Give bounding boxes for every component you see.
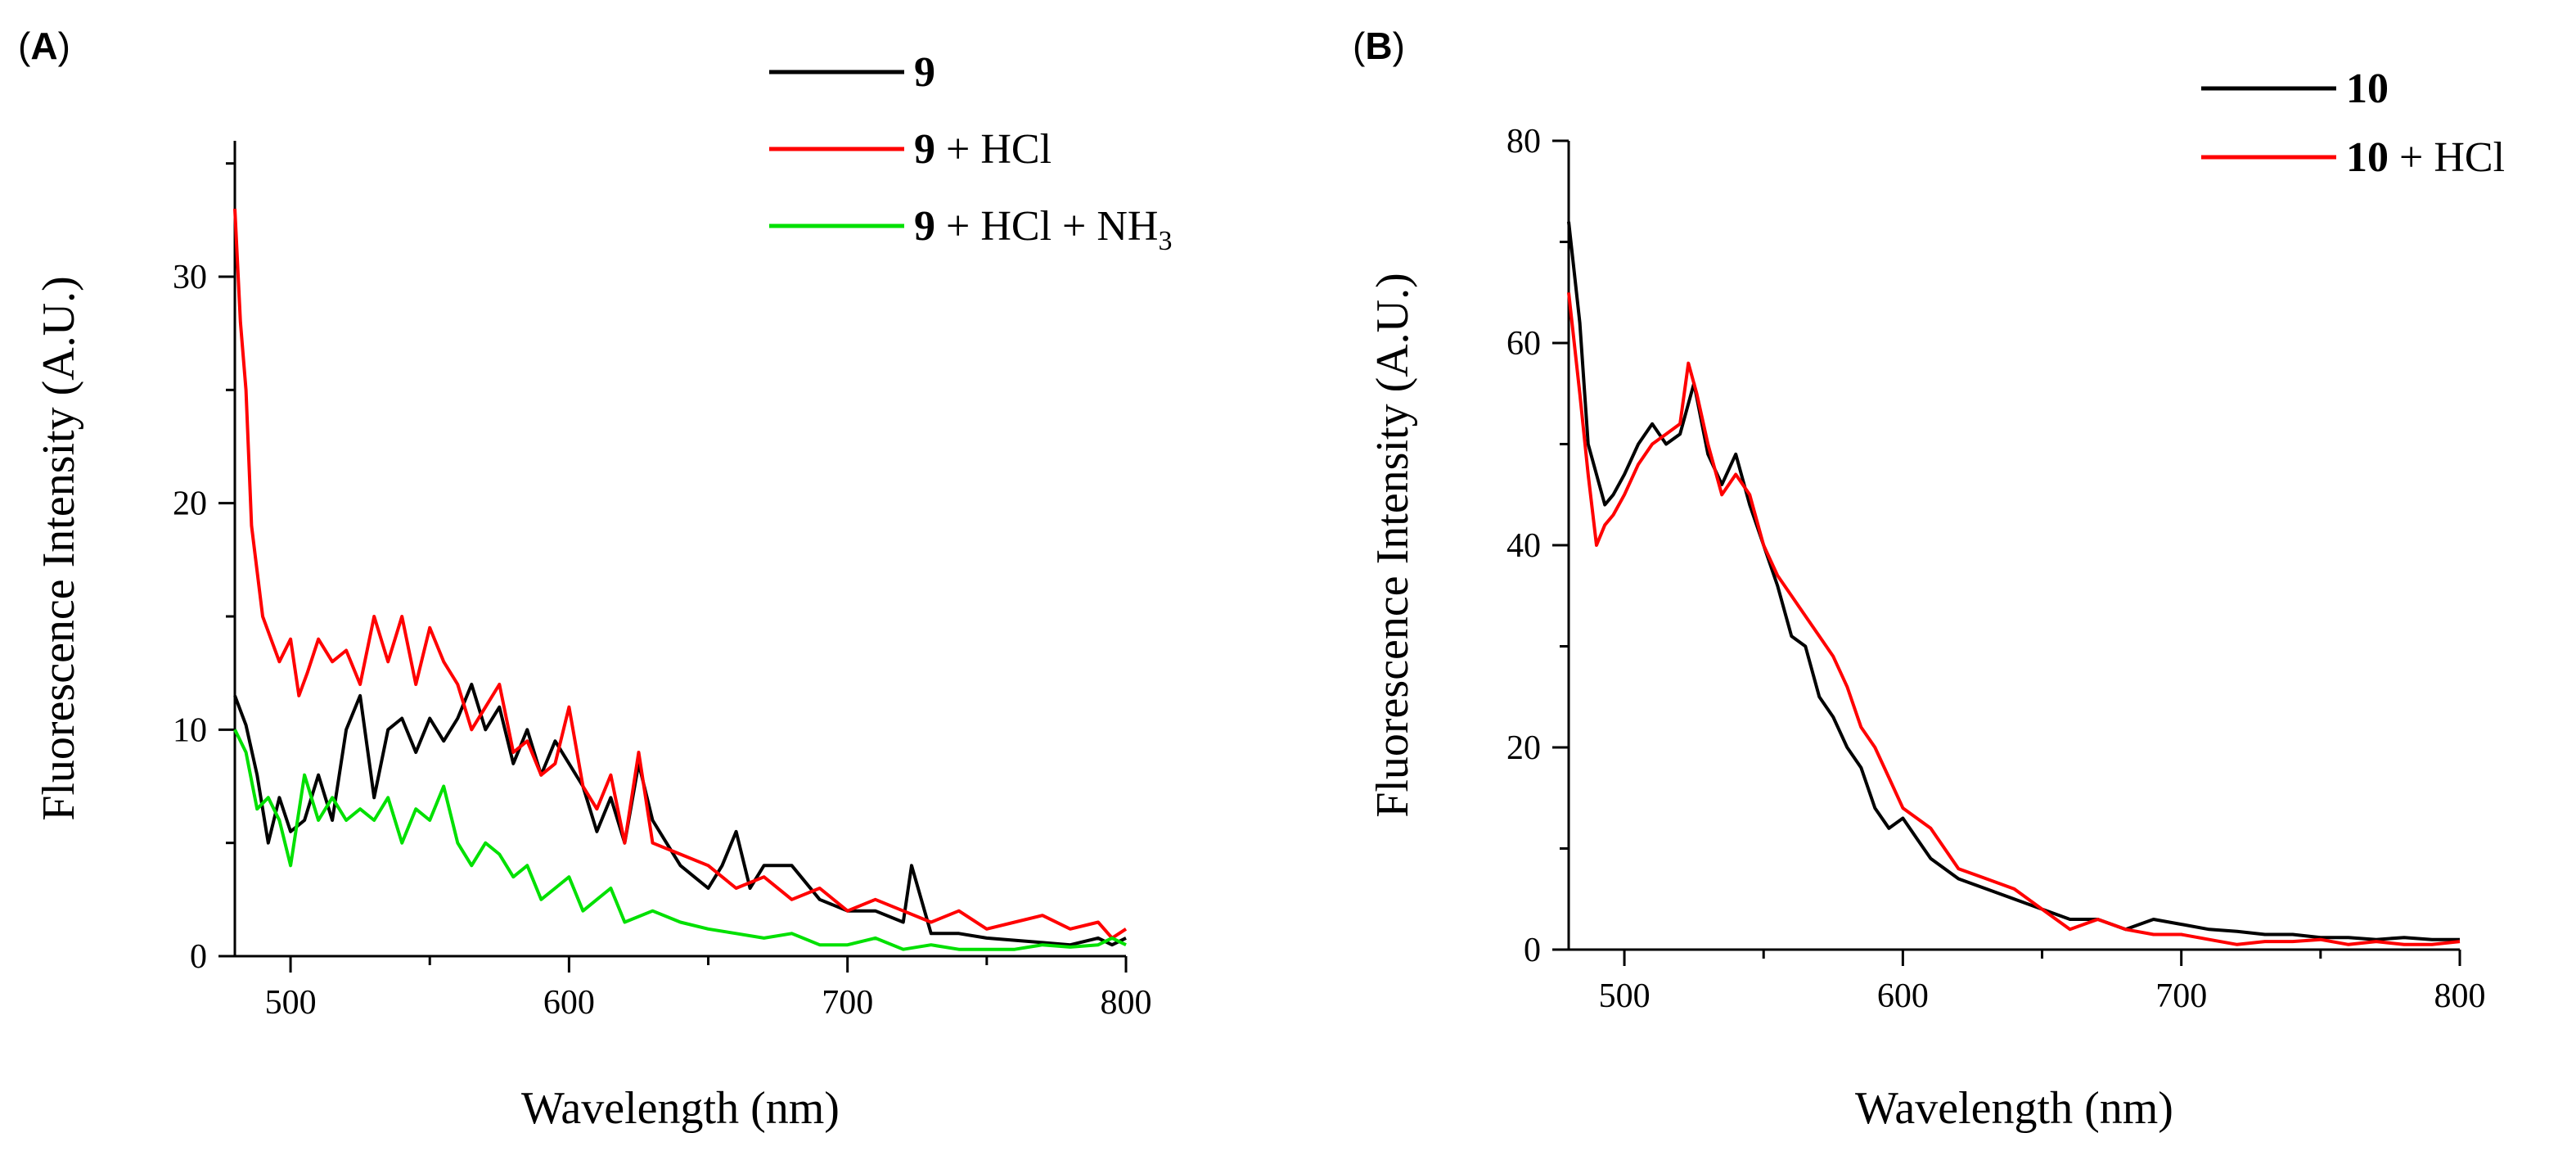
- panel-b: (B) 500 600 700 800 0 20 40 60 80 Wavelength (nm) F…: [1353, 25, 2505, 1134]
- y-tick-label: 40: [1506, 527, 1541, 565]
- y-tick-label: 60: [1506, 325, 1541, 363]
- x-axis-label: Wavelength (nm): [1855, 1083, 2173, 1134]
- legend-label-3: 9 + HCl + NH3: [914, 203, 1172, 256]
- legend-label-text: + HCl: [2389, 134, 2505, 181]
- x-tick-label: 700: [822, 984, 873, 1022]
- x-tick-label: 500: [1599, 977, 1651, 1015]
- x-tick-label: 600: [543, 984, 595, 1022]
- y-tick-label: 80: [1506, 123, 1541, 160]
- panel-label-letter: A: [30, 25, 57, 67]
- legend-label-1: 9: [914, 49, 935, 96]
- series-line-2: [233, 208, 1128, 940]
- y-tick-label: 20: [173, 485, 207, 523]
- y-tick-label: 0: [190, 938, 207, 976]
- legend-label-text: + HCl + NH: [935, 203, 1158, 250]
- x-tick-label: 700: [2155, 977, 2207, 1015]
- y-tick-label: 0: [1524, 932, 1541, 969]
- y-tick-label: 30: [173, 259, 207, 296]
- y-axis-label: Fluorescence Intensity (A.U.): [1367, 273, 1418, 818]
- x-tick-label: 800: [2434, 977, 2486, 1015]
- panel-a: (A) 500 600 700 800 0 10 20 30 Wavelength (nm) Flu…: [18, 25, 1172, 1134]
- series-line-1: [233, 683, 1127, 947]
- x-tick-label: 800: [1101, 984, 1152, 1022]
- legend-label-subscript: 3: [1158, 226, 1172, 256]
- legend-compound-number: 10: [2346, 65, 2389, 112]
- legend-compound-number: 10: [2346, 134, 2389, 181]
- legend-label-2: 10 + HCl: [2346, 134, 2505, 181]
- x-tick-label: 500: [265, 984, 317, 1022]
- x-axis-label: Wavelength (nm): [521, 1083, 840, 1134]
- legend-compound-number: 9: [914, 203, 935, 250]
- legend-label-1: 10: [2346, 65, 2389, 112]
- panel-label-letter: B: [1365, 25, 1392, 67]
- y-tick-label: 10: [173, 711, 207, 749]
- series-line-3: [233, 729, 1127, 951]
- x-tick-label: 600: [1877, 977, 1929, 1015]
- y-axis-label: Fluorescence Intensity (A.U.): [34, 276, 84, 821]
- panel-label: (A): [18, 25, 70, 67]
- legend-label-text: + HCl: [935, 126, 1052, 173]
- panel-label: (B): [1353, 25, 1405, 67]
- legend-compound-number: 9: [914, 126, 935, 173]
- y-tick-label: 20: [1506, 729, 1541, 767]
- legend-label-2: 9 + HCl: [914, 126, 1052, 173]
- series-line-2: [1567, 292, 2461, 946]
- legend-compound-number: 9: [914, 49, 935, 96]
- series-line-1: [1567, 221, 2460, 941]
